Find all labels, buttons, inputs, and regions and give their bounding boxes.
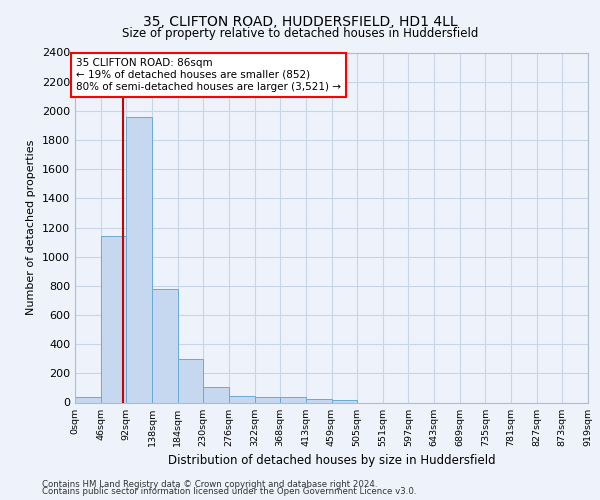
Bar [331, 400, 357, 402]
Text: Contains public sector information licensed under the Open Government Licence v3: Contains public sector information licen… [42, 487, 416, 496]
Bar [152, 290, 178, 403]
Text: Size of property relative to detached houses in Huddersfield: Size of property relative to detached ho… [122, 28, 478, 40]
Y-axis label: Number of detached properties: Number of detached properties [26, 140, 37, 315]
Bar [127, 116, 152, 403]
X-axis label: Distribution of detached houses by size in Huddersfield: Distribution of detached houses by size … [167, 454, 496, 467]
Bar [75, 398, 101, 402]
Bar [280, 398, 306, 402]
Bar [229, 396, 254, 402]
Bar [101, 236, 127, 402]
Text: 35, CLIFTON ROAD, HUDDERSFIELD, HD1 4LL: 35, CLIFTON ROAD, HUDDERSFIELD, HD1 4LL [143, 15, 457, 29]
Bar [178, 359, 203, 403]
Bar [306, 400, 331, 402]
Bar [254, 396, 280, 402]
Bar [203, 387, 229, 402]
Text: 35 CLIFTON ROAD: 86sqm
← 19% of detached houses are smaller (852)
80% of semi-de: 35 CLIFTON ROAD: 86sqm ← 19% of detached… [76, 58, 341, 92]
Text: Contains HM Land Registry data © Crown copyright and database right 2024.: Contains HM Land Registry data © Crown c… [42, 480, 377, 489]
